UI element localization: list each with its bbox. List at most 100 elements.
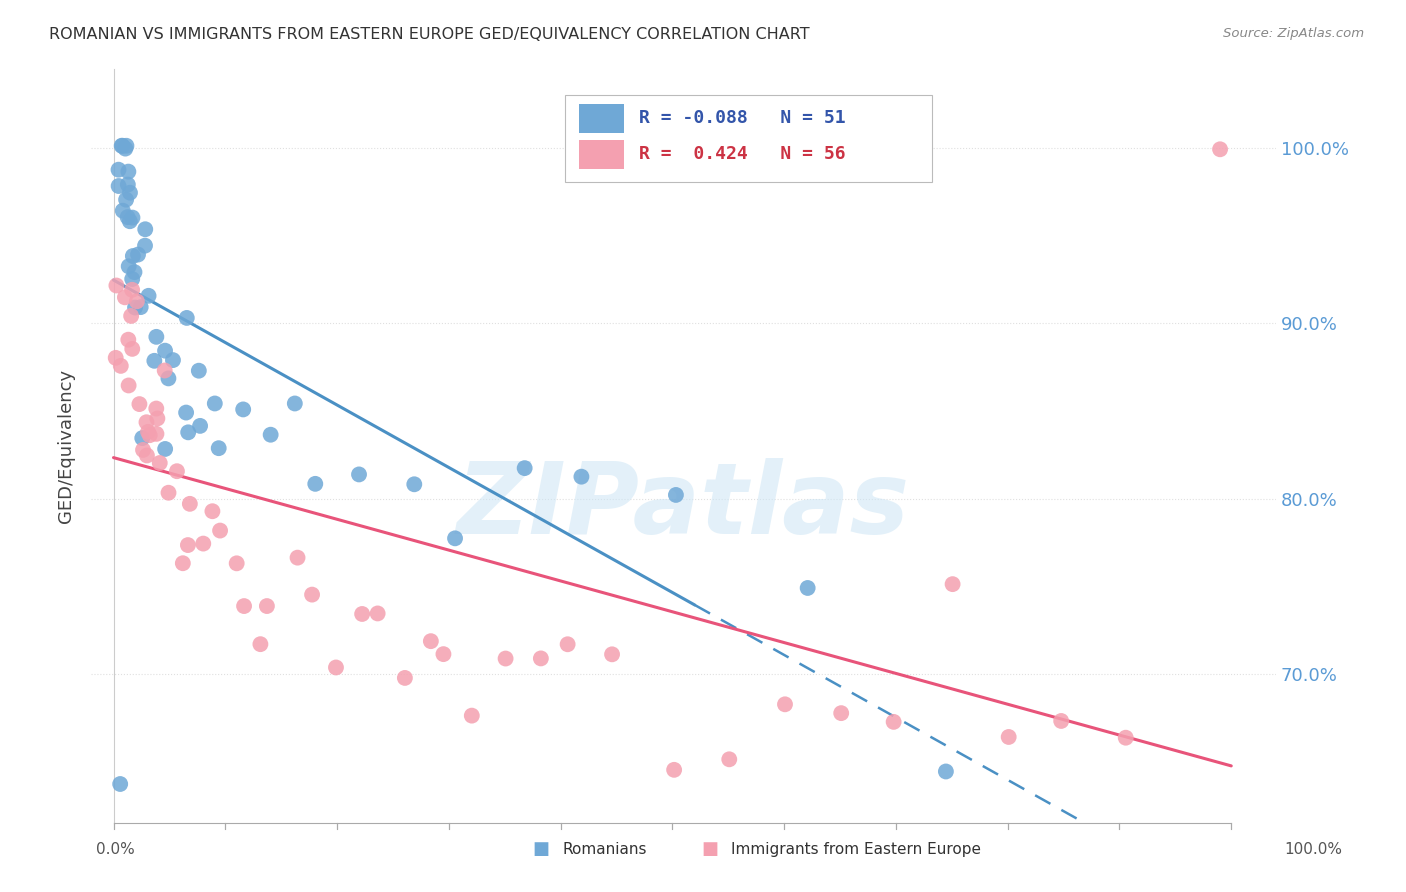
- Point: [718, 752, 741, 766]
- Point: [444, 532, 467, 546]
- Point: [404, 477, 426, 491]
- Point: [367, 607, 389, 621]
- Point: [773, 698, 796, 712]
- Point: [177, 538, 200, 552]
- Point: [135, 415, 157, 429]
- Point: [134, 222, 156, 236]
- Point: [153, 343, 176, 358]
- Text: ■: ■: [702, 840, 718, 858]
- Point: [153, 363, 176, 377]
- Point: [111, 138, 134, 153]
- Text: R = -0.088   N = 51: R = -0.088 N = 51: [638, 109, 845, 127]
- Point: [115, 193, 138, 207]
- Point: [136, 449, 159, 463]
- Point: [394, 671, 416, 685]
- Point: [942, 577, 965, 591]
- Point: [124, 265, 146, 279]
- Point: [530, 651, 553, 665]
- Point: [225, 557, 247, 571]
- Text: 0.0%: 0.0%: [96, 842, 135, 856]
- Point: [600, 648, 623, 662]
- Point: [796, 581, 818, 595]
- Point: [121, 211, 143, 225]
- Point: [132, 442, 155, 457]
- Point: [145, 426, 167, 441]
- Point: [188, 418, 211, 433]
- Point: [301, 588, 323, 602]
- Point: [138, 428, 160, 442]
- Point: [259, 427, 281, 442]
- Point: [121, 272, 143, 286]
- Point: [138, 289, 160, 303]
- Point: [127, 247, 149, 261]
- Point: [117, 164, 139, 178]
- Point: [124, 301, 146, 315]
- Point: [136, 425, 159, 439]
- Point: [145, 330, 167, 344]
- Point: [1115, 731, 1137, 745]
- Point: [1050, 714, 1073, 728]
- Text: ZIPatlas: ZIPatlas: [457, 458, 910, 555]
- Point: [118, 260, 141, 274]
- Point: [125, 294, 148, 309]
- Point: [145, 401, 167, 416]
- Point: [121, 249, 143, 263]
- Point: [209, 524, 232, 538]
- Point: [107, 179, 129, 194]
- Point: [117, 378, 139, 392]
- Bar: [579, 104, 624, 133]
- Point: [153, 442, 176, 456]
- Point: [172, 556, 194, 570]
- Point: [997, 730, 1019, 744]
- Point: [193, 536, 215, 550]
- Point: [129, 300, 152, 314]
- Point: [325, 660, 347, 674]
- Point: [114, 290, 136, 304]
- Point: [134, 238, 156, 252]
- Point: [249, 637, 271, 651]
- Point: [461, 708, 484, 723]
- Point: [347, 467, 370, 482]
- Text: Immigrants from Eastern Europe: Immigrants from Eastern Europe: [731, 842, 981, 856]
- Point: [108, 777, 131, 791]
- Point: [1209, 142, 1232, 156]
- Point: [157, 485, 180, 500]
- Point: [128, 397, 150, 411]
- Bar: [579, 140, 624, 169]
- Point: [146, 411, 169, 425]
- Point: [115, 138, 138, 153]
- Text: ROMANIAN VS IMMIGRANTS FROM EASTERN EUROPE GED/EQUIVALENCY CORRELATION CHART: ROMANIAN VS IMMIGRANTS FROM EASTERN EURO…: [49, 27, 810, 42]
- Point: [107, 162, 129, 177]
- Point: [157, 371, 180, 385]
- Point: [149, 456, 172, 470]
- Point: [117, 210, 139, 224]
- Point: [110, 359, 132, 373]
- Point: [256, 599, 278, 613]
- Point: [118, 186, 141, 200]
- Point: [571, 469, 593, 483]
- Point: [665, 488, 688, 502]
- Point: [117, 178, 139, 192]
- Point: [883, 714, 905, 729]
- Point: [177, 425, 200, 440]
- Text: 100.0%: 100.0%: [1285, 842, 1343, 856]
- Point: [935, 764, 957, 779]
- Point: [117, 333, 139, 347]
- Point: [662, 763, 685, 777]
- Point: [830, 706, 852, 720]
- Point: [104, 351, 127, 365]
- Point: [513, 461, 536, 475]
- Text: R =  0.424   N = 56: R = 0.424 N = 56: [638, 145, 845, 163]
- Point: [419, 634, 441, 648]
- Point: [114, 142, 136, 156]
- Point: [352, 607, 374, 621]
- Text: ■: ■: [533, 840, 550, 858]
- Y-axis label: GED/Equivalency: GED/Equivalency: [58, 369, 75, 523]
- Point: [120, 309, 142, 323]
- Point: [118, 214, 141, 228]
- Point: [495, 651, 517, 665]
- Point: [143, 353, 166, 368]
- Point: [174, 406, 197, 420]
- Point: [304, 476, 326, 491]
- Point: [179, 497, 201, 511]
